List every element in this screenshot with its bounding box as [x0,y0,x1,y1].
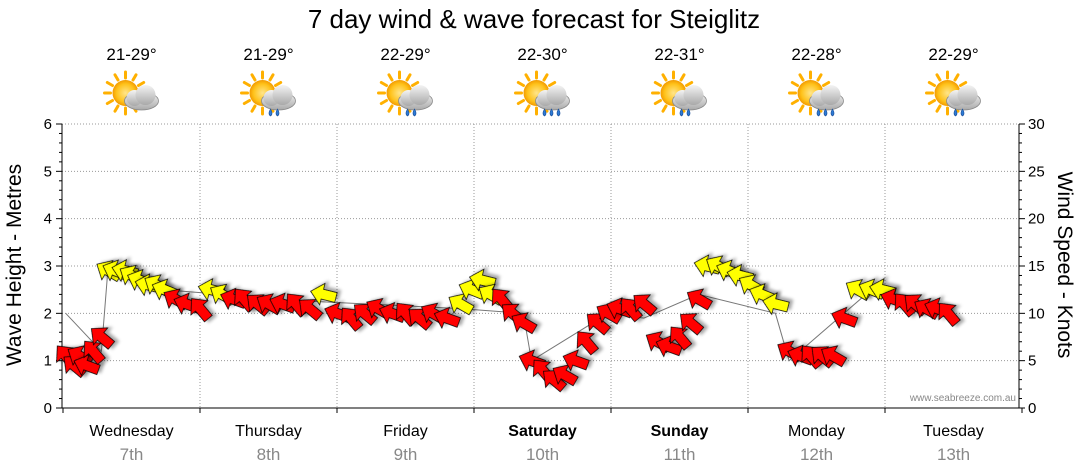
partly-cloudy-rain-icon [240,70,296,117]
wind-arrow [433,306,462,330]
cloud-icon [535,85,570,111]
chart-title: 7 day wind & wave forecast for Steiglitz [308,4,760,34]
wind-arrow [633,294,658,317]
wind-arrow [669,326,693,351]
day-temperature: 22-29° [380,45,430,64]
cloud-icon [124,85,159,111]
day-date-label: 12th [800,445,833,464]
cloudy-rain-icon [514,70,570,117]
wind-arrow [762,292,790,316]
cloud-icon [261,85,296,111]
left-tick-label: 4 [44,211,52,228]
right-tick-label: 30 [1028,116,1045,133]
left-tick-label: 5 [44,163,52,180]
day-date-label: 10th [526,445,559,464]
cloud-icon [398,85,433,111]
left-tick-label: 3 [44,258,52,275]
day-date-label: 9th [394,445,418,464]
left-tick-label: 0 [44,400,52,417]
wind-arrow [83,340,106,365]
right-tick-label: 5 [1028,353,1036,370]
wind-arrow [299,299,324,322]
right-tick-label: 20 [1028,211,1045,228]
rain-drops-icon [679,108,691,117]
wind-arrow [247,294,272,317]
day-date-label: 7th [120,445,144,464]
day-temperature: 22-31° [654,45,704,64]
credit-text: www.seabreeze.com.au [909,393,1016,404]
right-tick-label: 10 [1028,305,1045,322]
day-name-label: Saturday [508,423,577,440]
rain-drops-icon [405,108,417,117]
rain-drops-icon [542,108,561,117]
day-temperature: 21-29° [106,45,156,64]
wind-arrow [831,306,859,330]
day-date-label: 8th [257,445,281,464]
wind-arrow [90,327,116,350]
wind-arrow [686,288,714,311]
wind-arrow [73,354,101,377]
left-tick-label: 2 [44,305,52,322]
wind-arrow [576,331,600,356]
left-tick-label: 6 [44,116,52,133]
rain-drops-icon [268,108,280,117]
partly-cloudy-rain-icon [651,70,707,117]
wind-arrow [938,302,961,328]
wind-arrow [511,312,538,335]
partly-cloudy-rain-icon [925,70,981,117]
day-temperature: 22-30° [517,45,567,64]
wind-arrow [190,298,213,323]
day-date-label: 13th [937,445,970,464]
day-name-label: Wednesday [89,423,173,440]
right-tick-label: 25 [1028,163,1045,180]
right-axis-label: Wind Speed - Knots [1053,172,1076,359]
rain-drops-icon [816,108,835,117]
chart-axes: 0 1 2 3 4 5 6 0 5 10 15 20 25 30 [44,116,1045,417]
cloud-icon [672,85,707,111]
day-temperature: 22-29° [928,45,978,64]
day-weather-row: 21-29° 21-29° 22-29° 22-30° 22-31° 22-28° 22-2… [103,45,981,117]
day-temperature: 22-28° [791,45,841,64]
day-name-label: Thursday [235,423,302,440]
day-name-label: Friday [383,423,427,440]
day-name-label: Sunday [651,423,709,440]
cloud-icon [946,85,981,111]
wind-arrow-series [56,254,961,393]
day-name-label: Monday [788,423,845,440]
wind-arrow [310,282,338,306]
partly-cloudy-icon [103,70,159,116]
wind-arrow [562,349,590,372]
partly-cloudy-rain-icon [377,70,433,117]
day-date-label: 11th [664,445,696,464]
wind-arrow [811,346,836,369]
day-name-label: Tuesday [923,423,984,440]
left-axis-label: Wave Height - Metres [3,164,26,366]
right-tick-label: 0 [1028,400,1036,417]
cloud-icon [809,85,844,111]
wind-arrow [821,345,848,368]
left-tick-label: 1 [44,353,52,370]
chart-grid [62,123,1019,408]
day-temperature: 21-29° [243,45,293,64]
wind-arrow [680,313,705,336]
rain-drops-icon [953,108,965,117]
cloudy-rain-icon [788,70,844,117]
right-tick-label: 15 [1028,258,1045,275]
day-label-row: Wednesday 7th Thursday 8th Friday 9th Saturday… [89,423,983,464]
